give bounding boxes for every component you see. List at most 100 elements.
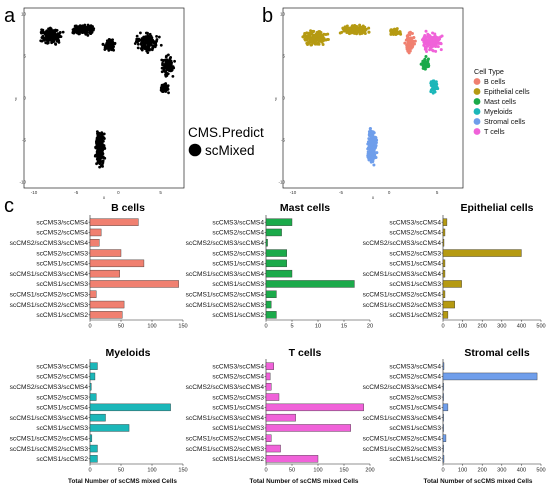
scatter-b-point [307,36,311,40]
panel-label-b: b [262,5,273,27]
bar [442,228,446,237]
category-label: scCMS2/scCMS4 [212,230,264,237]
bar [265,413,296,422]
panel-label-c: c [4,195,14,217]
x-tick-label: 400 [517,468,526,474]
category-label: scCMS1/scCMS2 [212,456,264,463]
scatter-a-point [96,155,100,159]
scatter-b-ytick: 10 [280,12,286,17]
scatter-a-point [103,156,107,160]
scatter-b-point [407,39,411,43]
scatter-a-point [144,31,148,35]
bar [265,290,277,298]
scatter-a-point [135,37,139,41]
bar [265,269,293,278]
scatter-a-point [107,39,110,43]
x-axis-label: Total Number of scCMS mixed Cells [250,478,359,485]
scatter-b-point [372,163,376,167]
category-label: scCMS1/scCMS2/scCMS3 [186,302,265,309]
category-label: scCMS1/scCMS2/scCMS3 [10,291,89,298]
bar [265,434,272,442]
scatter-a-point [113,41,117,45]
bar [89,362,98,370]
x-tick-label: 200 [478,324,487,330]
bar [89,434,93,442]
scatter-b-point [438,37,442,41]
scatter-b-point [423,45,427,49]
scatter-a-point [112,45,115,48]
category-label: scCMS3/scCMS4 [212,363,264,370]
legend-b-swatch-icon [473,128,481,135]
x-tick-label: 150 [178,468,187,474]
x-tick-label: 20 [367,324,373,330]
scatter-a-point [54,36,58,40]
scatter-a-point [109,39,113,42]
category-label: scCMS1/scCMS3/scCMS4 [10,415,89,422]
x-tick-label: 50 [118,468,124,474]
bar [265,228,282,237]
bar [442,249,522,257]
scatter-b-ytick: 0 [282,96,285,101]
scatter-a-point [42,38,46,42]
bar [265,362,275,370]
bar [265,383,272,391]
scatter-a-point [76,31,80,35]
scatter-b-point [429,88,433,92]
bar [442,259,446,268]
legend-a-dot-icon [188,143,202,157]
bar [442,403,449,412]
scatter-a-point [45,33,49,37]
scatter-b-point [392,31,396,35]
scatter-a-point [103,46,107,50]
scatter-a-point [169,60,173,64]
scatter-a-point [144,40,148,44]
scatter-a-point [81,30,84,34]
category-label: scCMS2/scCMS4 [212,374,264,381]
scatter-b-ticks: -10 -5 0 5 10 5 0 -5 -10 [278,12,438,196]
scatter-a-point [171,74,175,78]
bar-chart-b-cells: B cells scCMS3/scCMS4 scCMS2/scCMS4 scCMS2/… [10,202,188,330]
scatter-a-point [163,84,167,88]
bar [89,239,100,247]
bar [442,218,448,226]
scatter-a-point [164,73,168,77]
category-label: scCMS1/scCMS2/scCMS3 [363,446,442,453]
scatter-b-point [433,34,437,38]
scatter-a-point [139,31,142,35]
scatter-b-point [364,27,368,31]
scatter-a-point [166,60,170,63]
category-label: scCMS3/scCMS4 [36,219,88,226]
scatter-b-ytick: -10 [278,180,285,185]
x-tick-label: 0 [88,468,91,474]
scatter-b-point [375,151,379,155]
scatter-a-point [140,48,144,52]
category-label: scCMS1/scCMS2/scCMS3 [186,446,265,453]
scatter-b-point [399,32,403,36]
scatter-a-point [48,32,51,36]
x-tick-label: 0 [441,468,444,474]
scatter-b-point [371,141,375,145]
scatter-b-point [317,33,321,37]
bar [265,259,287,268]
scatter-b-point [434,43,438,47]
scatter-b-point [367,149,371,153]
bar [442,455,445,463]
scatter-b-point [435,85,439,89]
x-tick-label: 300 [497,324,506,330]
category-label: scCMS1/scCMS2/scCMS4 [363,435,442,442]
x-axis-label: Total Number of scCMS mixed Cells [424,478,533,485]
scatter-b-point [366,147,370,151]
chart-title: Mast cells [280,202,330,214]
category-label: scCMS1/scCMS3/scCMS4 [10,271,89,278]
chart-title: Myeloids [106,347,151,359]
panel-label-a: a [4,5,16,27]
scatter-b-point [422,67,426,71]
bar [89,424,130,432]
bar [89,393,97,401]
scatter-a-point [133,42,137,45]
scatter-a-point [160,70,164,74]
bar [89,259,145,268]
scatter-a-point [39,39,43,43]
